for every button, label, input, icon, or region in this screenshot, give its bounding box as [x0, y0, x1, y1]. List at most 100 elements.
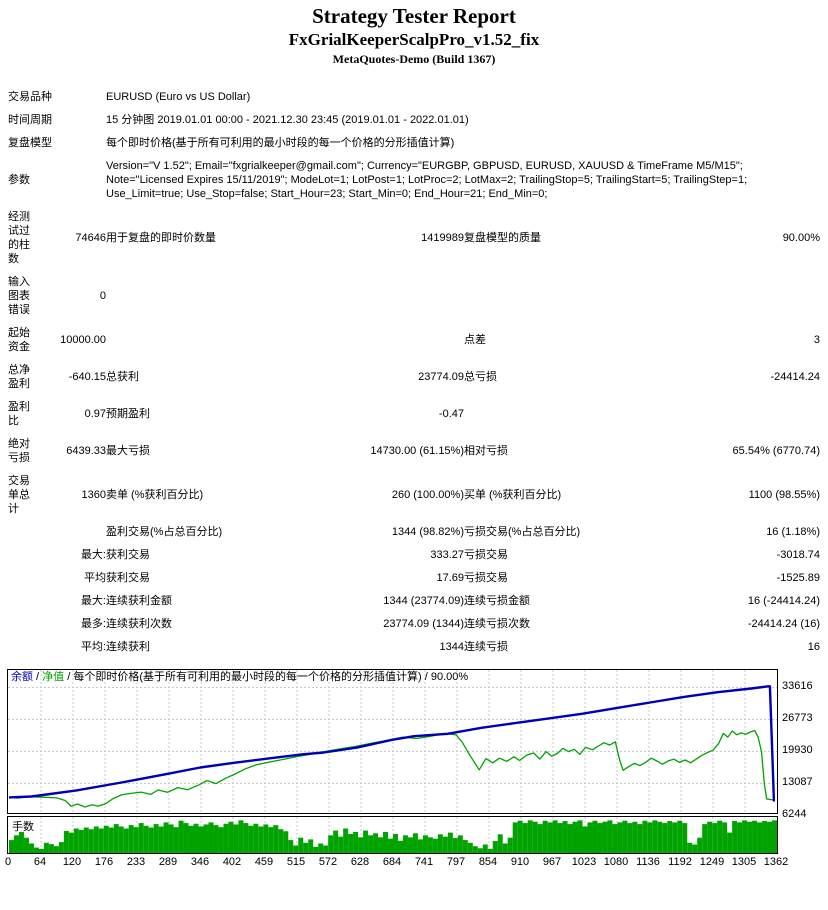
x-axis-tick: 1080 — [603, 856, 629, 868]
stat-value-1 — [58, 86, 106, 109]
grid-lines — [8, 670, 777, 813]
stat-value-1: 0 — [99, 290, 106, 302]
x-axis-tick: 741 — [414, 856, 434, 868]
stat-label: 绝对 亏损 — [8, 438, 30, 464]
stat-value-2: 1344 (23774.09) — [383, 595, 464, 607]
stat-value-3: -1525.89 — [776, 572, 820, 584]
lots-histogram: 手数 — [7, 816, 778, 854]
stat-value-2 — [364, 271, 464, 322]
stat-value-3: 1100 (98.55%) — [748, 489, 820, 501]
stat-value-3: -3018.74 — [776, 549, 820, 561]
table-row: 输入 图表 错误 0 — [8, 271, 820, 322]
table-row: 复盘模型 每个即时价格(基于所有可利用的最小时段的每一个价格的分形插值计算) — [8, 132, 820, 155]
page-title: Strategy Tester Report — [312, 4, 516, 28]
stat-label: 交易 单总 计 — [8, 475, 30, 515]
legend-separator: / — [33, 671, 43, 683]
stat-label — [8, 636, 58, 659]
table-row: 盈利交易(%占总百分比) 1344 (98.82%) 亏损交易(%占总百分比) 16 … — [8, 521, 820, 544]
stat-value-2: 1344 — [439, 641, 464, 653]
stat-value-1: 平均: — [80, 641, 106, 653]
stat-text-span: 15 分钟图 2019.01.01 00:00 - 2021.12.30 23:… — [106, 114, 469, 126]
y-axis-tick: 33616 — [782, 680, 813, 692]
table-row: 交易品种 EURUSD (Euro vs US Dollar) — [8, 86, 820, 109]
stat-label-3: 亏损交易 — [464, 549, 508, 561]
stat-label-2: 预期盈利 — [106, 408, 150, 420]
stat-label-2: 连续获利 — [106, 641, 150, 653]
stat-value-1 — [58, 132, 106, 155]
stat-label-3: 点差 — [464, 334, 486, 346]
stat-label-3: 买单 (%获利百分比) — [464, 489, 562, 501]
table-row: 最大: 获利交易 333.27 亏损交易 -3018.74 — [8, 544, 820, 567]
table-row: 绝对 亏损 6439.33 最大亏损 14730.00 (61.15%) 相对亏损 65.… — [8, 433, 820, 470]
stat-label-3: 亏损交易 — [464, 572, 508, 584]
stat-label: 总净 盈利 — [8, 364, 30, 390]
x-axis-tick: 1305 — [731, 856, 757, 868]
stat-value-1 — [58, 521, 106, 544]
stat-label-3: 复盘模型的质量 — [464, 232, 541, 244]
statistics-table: 交易品种 EURUSD (Euro vs US Dollar) 时间周期 15 分钟图… — [8, 86, 820, 659]
stat-label: 起始 资金 — [8, 327, 30, 353]
stat-text-span: 每个即时价格(基于所有可利用的最小时段的每一个价格的分形插值计算) — [106, 137, 455, 149]
table-row: 总净 盈利 -640.15 总获利 23774.09 总亏损 -24414.24 — [8, 359, 820, 396]
stat-value-3 — [624, 271, 820, 322]
server-build: MetaQuotes-Demo (Build 1367) — [332, 52, 496, 66]
stat-label-2: 连续获利次数 — [106, 618, 172, 630]
stat-label: 输入 图表 错误 — [8, 276, 30, 316]
stat-label-2: 最大亏损 — [106, 445, 150, 457]
x-axis-tick: 910 — [510, 856, 530, 868]
stat-value-1: 0.97 — [84, 408, 106, 420]
stat-value-3: -24414.24 — [770, 371, 820, 383]
stat-value-1: 74646 — [75, 232, 106, 244]
stat-label — [8, 613, 58, 636]
x-axis-tick: 967 — [542, 856, 562, 868]
stat-value-1: 平均 — [84, 572, 106, 584]
stat-label-3: 连续亏损金额 — [464, 595, 530, 607]
stat-label-2 — [106, 322, 364, 359]
stat-value-3: -24414.24 (16) — [747, 618, 820, 630]
table-row: 平均: 连续获利 1344 连续亏损 16 — [8, 636, 820, 659]
stat-label: 参数 — [8, 174, 30, 186]
stat-value-2: 23774.09 — [418, 371, 464, 383]
x-axis-tick: 233 — [126, 856, 146, 868]
stat-value-2: 260 (100.00%) — [391, 489, 464, 501]
stat-label-3: 亏损交易(%占总百分比) — [464, 526, 581, 538]
stat-value-2: 17.69 — [436, 572, 464, 584]
stat-value-1: 最大: — [80, 549, 106, 561]
legend-separator: / — [64, 671, 74, 683]
x-axis-tick: 1249 — [699, 856, 725, 868]
y-axis-tick: 6244 — [782, 808, 807, 820]
stat-value-2: 23774.09 (1344) — [383, 618, 464, 630]
stat-value-3: 65.54% (6770.74) — [732, 445, 820, 457]
x-axis-tick: 1136 — [636, 856, 660, 868]
chart-legend: 余额 / 净值 / 每个即时价格(基于所有可利用的最小时段的每一个价格的分形插值… — [11, 671, 468, 684]
stat-value-2: -0.47 — [438, 408, 464, 420]
stat-label-2: 卖单 (%获利百分比) — [106, 489, 204, 501]
stat-label-3: 相对亏损 — [464, 445, 508, 457]
lots-bars — [9, 820, 777, 853]
stat-label — [8, 590, 58, 613]
stat-label-2: 总获利 — [106, 371, 139, 383]
stat-value-3: 16 (-24414.24) — [747, 595, 820, 607]
stat-value-3: 3 — [813, 334, 820, 346]
y-axis-tick: 26773 — [782, 712, 813, 724]
stat-value-2: 14730.00 (61.15%) — [370, 445, 464, 457]
stat-label-3: 总亏损 — [464, 371, 497, 383]
x-axis-tick: 684 — [382, 856, 402, 868]
stat-label-2: 获利交易 — [106, 549, 150, 561]
stat-label: 复盘模型 — [8, 137, 52, 149]
x-axis-tick: 854 — [478, 856, 498, 868]
stat-value-1: 1360 — [81, 489, 106, 501]
stat-value-2: 1419989 — [421, 232, 464, 244]
report-header: Strategy Tester Report FxGrialKeeperScal… — [0, 0, 828, 67]
stat-value-3: 90.00% — [782, 232, 820, 244]
stat-label-3 — [464, 396, 624, 433]
stat-label — [8, 544, 58, 567]
stat-label-2: 连续获利金额 — [106, 595, 172, 607]
strategy-tester-report: Strategy Tester Report FxGrialKeeperScal… — [0, 0, 828, 868]
stat-value-3: 16 (1.18%) — [766, 526, 820, 538]
x-axis-tick: 289 — [158, 856, 178, 868]
expert-name: FxGrialKeeperScalpPro_v1.52_fix — [288, 30, 540, 49]
x-axis-tick: 176 — [94, 856, 114, 868]
equity-line — [8, 729, 776, 808]
table-row: 起始 资金 10000.00 点差 3 — [8, 322, 820, 359]
